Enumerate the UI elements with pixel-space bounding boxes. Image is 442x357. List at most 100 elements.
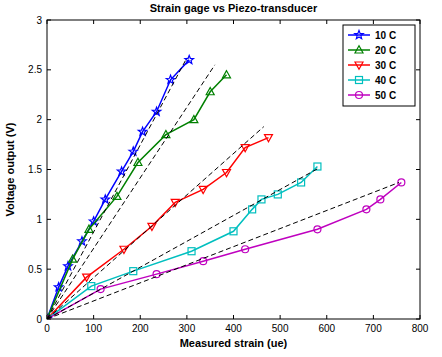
- x-tick: [233, 315, 234, 319]
- x-tick-top: [233, 20, 234, 24]
- legend-marker: [356, 77, 363, 84]
- marker: [363, 206, 370, 213]
- background: [0, 0, 442, 357]
- x-tick: [186, 315, 187, 319]
- legend-marker: [355, 62, 363, 69]
- y-tick: [47, 269, 51, 270]
- series-line: [47, 182, 401, 319]
- plot-area: [47, 20, 420, 319]
- marker: [241, 145, 249, 152]
- marker: [230, 228, 237, 235]
- marker: [264, 135, 272, 142]
- x-tick-label: 300: [179, 323, 196, 334]
- x-tick: [373, 315, 374, 319]
- legend-label: 10 C: [375, 30, 396, 41]
- x-tick-label: 0: [44, 323, 50, 334]
- marker: [206, 88, 214, 95]
- y-tick-label: 0.5: [28, 264, 42, 275]
- marker: [101, 195, 110, 203]
- y-axis-label: Voltage output (V): [4, 122, 16, 216]
- y-tick-right: [416, 119, 420, 120]
- legend-label: 30 C: [375, 60, 396, 71]
- x-tick-top: [93, 20, 94, 24]
- y-tick-right: [416, 269, 420, 270]
- marker: [148, 223, 156, 230]
- x-tick: [280, 315, 281, 319]
- legend: 10 C 20 C 30 C 40 C 50 C: [343, 25, 415, 106]
- y-tick-right: [416, 69, 420, 70]
- y-tick: [47, 119, 51, 120]
- marker: [223, 169, 231, 176]
- y-tick-label: 2.5: [28, 64, 42, 75]
- x-tick-top: [140, 20, 141, 24]
- x-tick-top: [326, 20, 327, 24]
- x-tick: [326, 315, 327, 319]
- x-tick-label: 200: [132, 323, 149, 334]
- fit-line: [47, 127, 264, 319]
- x-axis-label: Measured strain (ue): [180, 337, 288, 349]
- y-tick: [47, 69, 51, 70]
- y-tick-label: 1: [36, 214, 42, 225]
- marker: [190, 115, 198, 122]
- marker: [314, 226, 321, 233]
- x-tick-label: 400: [225, 323, 242, 334]
- marker: [88, 283, 95, 290]
- y-tick: [47, 169, 51, 170]
- legend-line: [348, 49, 370, 51]
- marker: [314, 163, 321, 170]
- legend-marker: [355, 46, 363, 53]
- marker: [69, 255, 77, 262]
- chart: Strain gage vs Piezo-transducer010020030…: [0, 0, 442, 357]
- marker: [113, 192, 121, 199]
- marker: [162, 130, 170, 137]
- y-tick-right: [416, 169, 420, 170]
- x-tick-top: [280, 20, 281, 24]
- legend-label: 40 C: [375, 75, 396, 86]
- marker: [185, 55, 194, 63]
- marker: [200, 258, 207, 265]
- marker: [199, 186, 207, 193]
- y-tick: [47, 219, 51, 220]
- marker: [274, 191, 281, 198]
- y-tick-label: 3: [36, 15, 42, 26]
- marker: [120, 246, 128, 253]
- x-tick-label: 800: [412, 323, 429, 334]
- legend-marker: [356, 92, 363, 99]
- marker: [129, 147, 138, 155]
- legend-label: 20 C: [375, 45, 396, 56]
- marker: [258, 196, 265, 203]
- marker: [153, 271, 160, 278]
- legend-marker: [355, 31, 364, 39]
- legend-line: [348, 79, 370, 81]
- fit-line: [47, 65, 215, 319]
- x-tick-label: 500: [272, 323, 289, 334]
- legend-line: [348, 34, 370, 36]
- marker: [249, 206, 256, 213]
- series-line: [47, 138, 268, 319]
- marker: [134, 158, 142, 165]
- y-tick-right: [416, 219, 420, 220]
- legend-box: [343, 25, 415, 106]
- plot-frame: [47, 20, 420, 319]
- legend-label: 50 C: [375, 90, 396, 101]
- marker: [188, 248, 195, 255]
- x-tick-label: 600: [318, 323, 335, 334]
- marker: [97, 286, 104, 293]
- x-tick-top: [186, 20, 187, 24]
- x-tick: [93, 315, 94, 319]
- fit-line: [47, 182, 399, 319]
- x-tick-label: 100: [85, 323, 102, 334]
- x-tick-top: [373, 20, 374, 24]
- title: Strain gage vs Piezo-transducer: [150, 2, 318, 14]
- x-tick-label: 700: [365, 323, 382, 334]
- y-tick-label: 0: [36, 314, 42, 325]
- marker: [298, 179, 305, 186]
- fit-line: [47, 168, 320, 319]
- marker: [242, 246, 249, 253]
- legend-line: [348, 64, 370, 66]
- y-tick-label: 1.5: [28, 164, 42, 175]
- data-group: [47, 55, 405, 319]
- series-line: [47, 75, 227, 319]
- marker: [85, 225, 93, 232]
- marker: [223, 71, 231, 78]
